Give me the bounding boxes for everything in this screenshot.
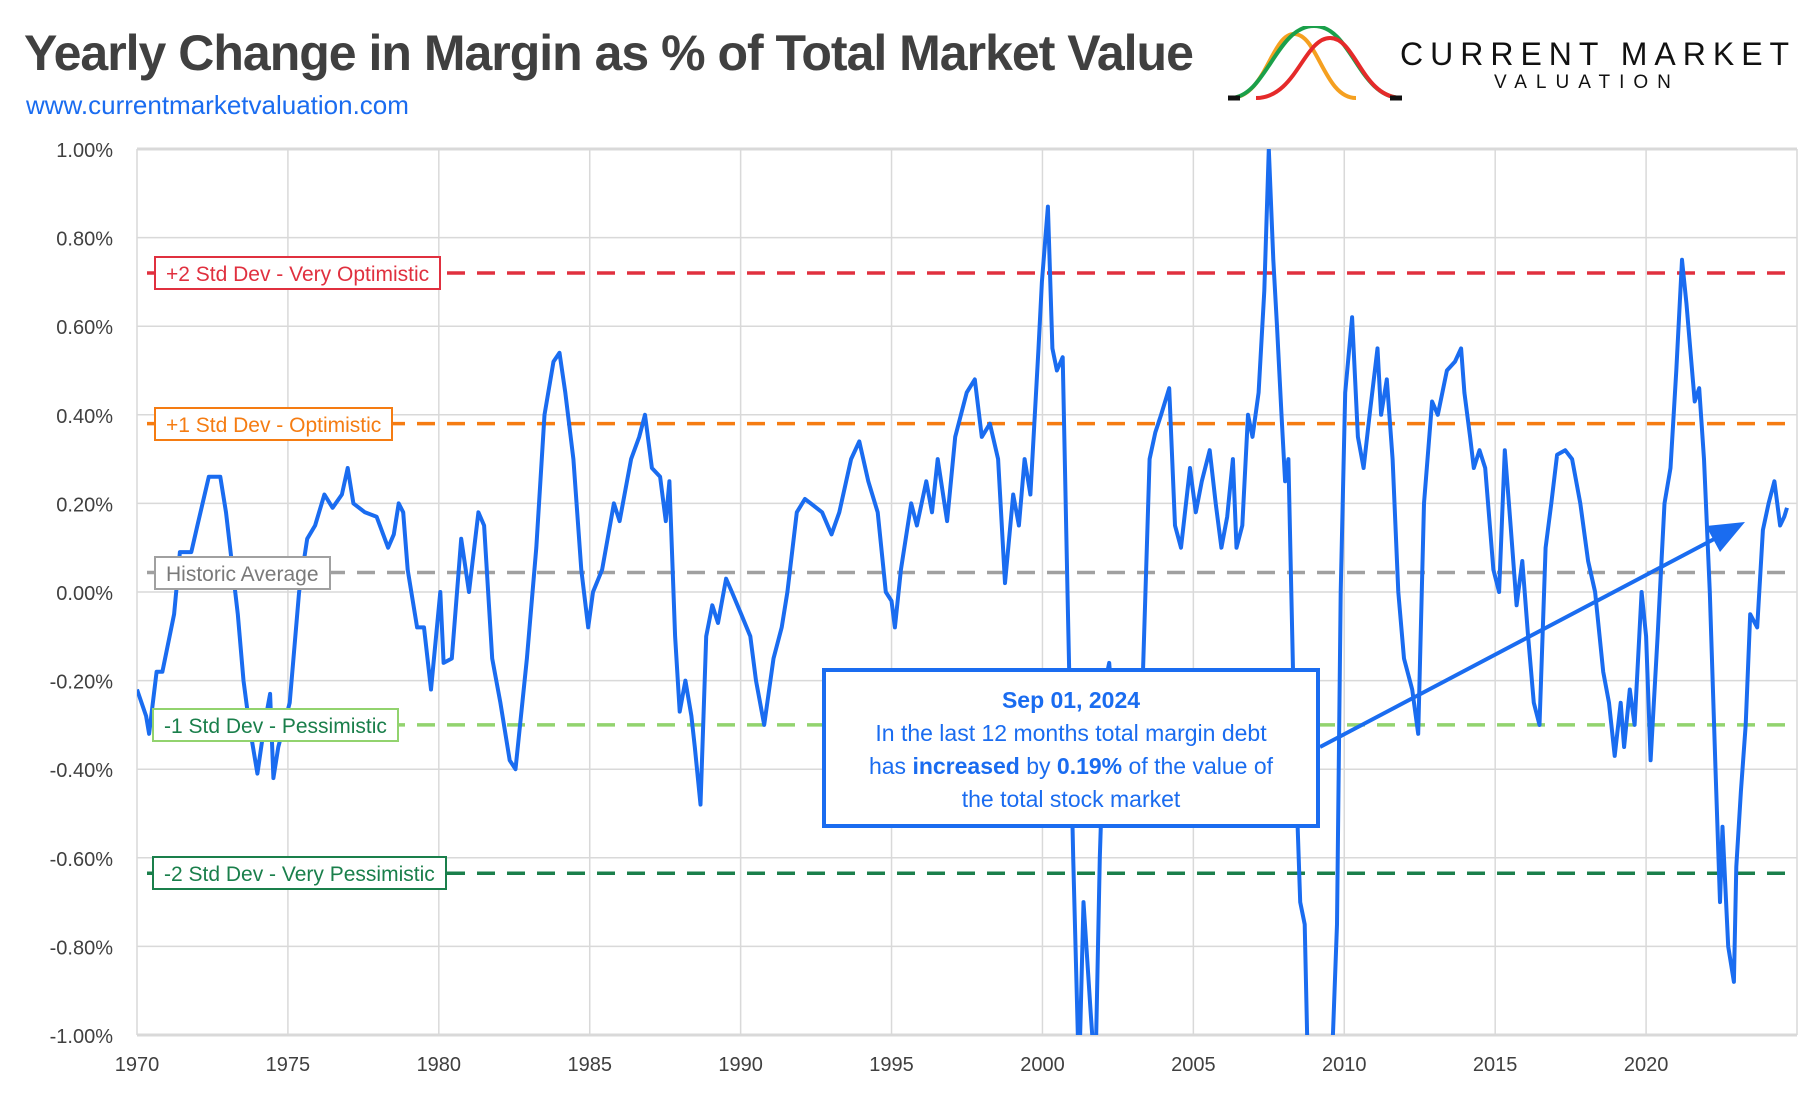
x-tick-label: 2000	[1020, 1054, 1065, 1076]
reference-label-plus1: +1 Std Dev - Optimistic	[154, 406, 394, 441]
callout-line3: the total stock market	[961, 786, 1181, 812]
y-tick-label: 0.00%	[56, 583, 113, 605]
callout-text: by	[1019, 753, 1057, 779]
x-tick-label: 2005	[1171, 1054, 1216, 1076]
logo-bell-curves-icon	[1228, 26, 1403, 101]
annotation-callout: Sep 01, 2024 In the last 12 months total…	[822, 668, 1320, 828]
x-tick-label: 2015	[1473, 1054, 1518, 1076]
y-tick-label: 0.20%	[56, 494, 113, 516]
callout-line2: has increased by 0.19% of the value of	[826, 750, 1316, 783]
callout-text: of the value of	[1122, 753, 1274, 779]
callout-verb: increased	[912, 753, 1020, 779]
y-tick-label: 1.00%	[56, 140, 113, 162]
callout-date: Sep 01, 2024	[1001, 687, 1141, 713]
reference-label-plus2: +2 Std Dev - Very Optimistic	[154, 256, 442, 291]
callout-arrow	[1319, 522, 1745, 749]
y-axis-ticks: 1.00% 0.80% 0.60% 0.40% 0.20% 0.00% -0.20% -0.4…	[50, 140, 114, 1048]
website-link[interactable]: www.currentmarketvaluation.com	[26, 90, 409, 120]
brand-subname: VALUATION	[1494, 72, 1680, 93]
y-tick-label: 0.80%	[56, 229, 113, 251]
x-tick-label: 1985	[567, 1054, 612, 1076]
x-axis-ticks: 1970 1975 1980 1985 1990 1995 2000 2005 2010 2015…	[115, 1054, 1669, 1076]
reference-label-minus2: -2 Std Dev - Very Pessimistic	[152, 856, 447, 891]
x-tick-label: 1980	[417, 1054, 462, 1076]
arrow-head-icon	[1706, 522, 1745, 552]
y-tick-label: 0.40%	[56, 406, 113, 428]
x-tick-label: 1975	[266, 1054, 311, 1076]
callout-value: 0.19%	[1056, 753, 1123, 779]
x-tick-label: 1995	[869, 1054, 914, 1076]
brand-name: CURRENT MARKET	[1400, 36, 1797, 72]
y-tick-label: -0.60%	[50, 849, 114, 871]
x-tick-label: 2020	[1624, 1054, 1669, 1076]
x-tick-label: 1970	[115, 1054, 160, 1076]
callout-text: has	[868, 753, 913, 779]
reference-label-average: Historic Average	[154, 555, 331, 590]
x-tick-label: 2010	[1322, 1054, 1367, 1076]
x-tick-label: 1990	[718, 1054, 763, 1076]
y-tick-label: 0.60%	[56, 317, 113, 339]
series-line	[137, 149, 1789, 1035]
y-tick-label: -0.20%	[50, 672, 114, 694]
y-tick-label: -0.40%	[50, 760, 114, 782]
y-tick-label: -1.00%	[50, 1026, 114, 1048]
callout-line1: In the last 12 months total margin debt	[875, 720, 1267, 746]
reference-label-minus1: -1 Std Dev - Pessimistic	[152, 707, 399, 742]
chart-title: Yearly Change in Margin as % of Total Ma…	[24, 25, 1194, 81]
y-tick-label: -0.80%	[50, 937, 114, 959]
